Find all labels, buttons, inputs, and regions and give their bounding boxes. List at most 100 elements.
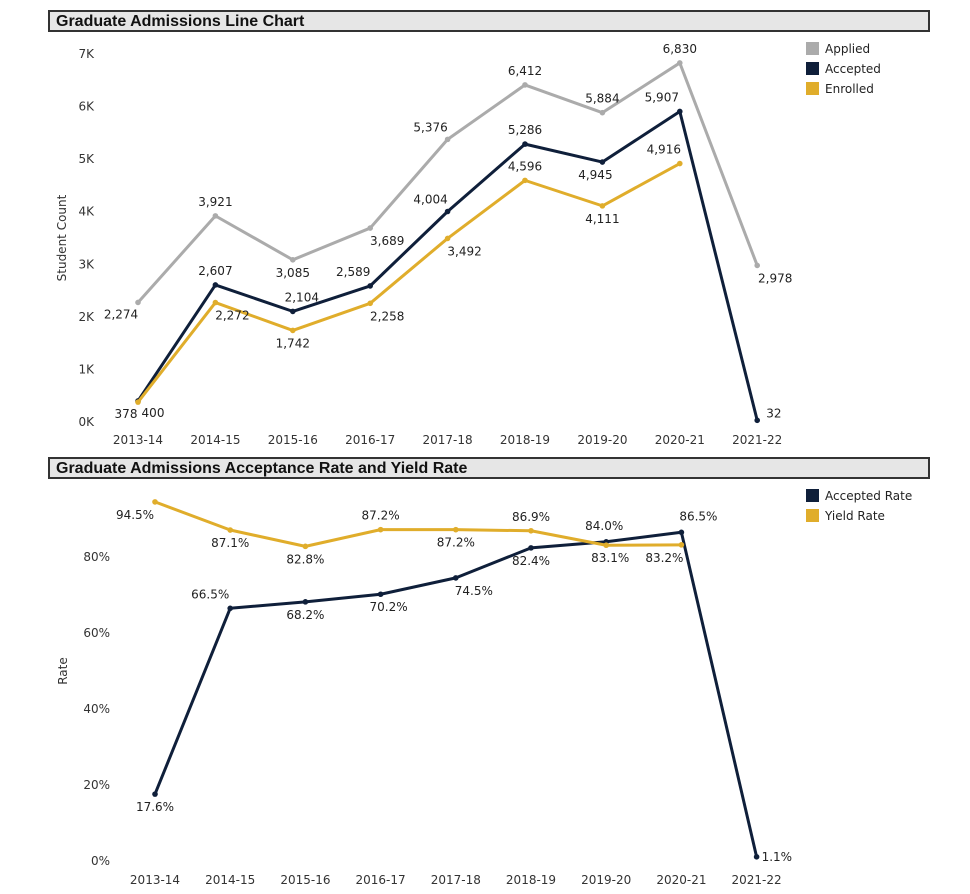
x-tick-label: 2020-21: [656, 873, 706, 887]
data-label: 32: [766, 406, 781, 420]
data-point: [677, 160, 683, 167]
data-point: [528, 527, 534, 534]
x-tick-label: 2018-19: [500, 433, 550, 447]
x-tick-label: 2021-22: [732, 873, 782, 887]
x-tick-label: 2019-20: [581, 873, 631, 887]
data-point: [678, 542, 685, 548]
data-point: [444, 208, 451, 215]
data-point: [290, 308, 296, 315]
data-label: 4,004: [413, 193, 447, 207]
data-point: [599, 159, 606, 165]
series-line-accepted-rate: [153, 530, 759, 858]
x-tick-label: 2015-16: [280, 873, 330, 887]
x-tick-label: 2013-14: [130, 873, 180, 887]
legend-label: Enrolled: [825, 82, 874, 96]
legend-label: Accepted: [825, 62, 881, 76]
data-label: 2,607: [198, 264, 232, 278]
data-point: [227, 605, 233, 612]
data-label: 5,376: [413, 120, 447, 134]
data-point: [135, 299, 141, 306]
data-point: [599, 203, 606, 209]
y-tick-label: 20%: [83, 778, 110, 792]
data-point: [212, 213, 219, 219]
data-label: 83.1%: [591, 551, 629, 565]
data-point: [603, 542, 609, 549]
data-label: 400: [142, 406, 165, 420]
data-label: 87.1%: [211, 536, 249, 550]
data-label: 87.2%: [362, 509, 400, 523]
x-tick-label: 2020-21: [655, 433, 705, 447]
y-tick-label: 40%: [83, 702, 110, 716]
data-label: 1.1%: [762, 850, 793, 864]
x-tick-label: 2014-15: [190, 433, 240, 447]
chart-2-title: Graduate Admissions Acceptance Rate and …: [48, 457, 930, 479]
data-point: [290, 257, 296, 263]
legend-swatch: [806, 42, 819, 55]
data-point: [677, 108, 683, 115]
y-tick-label: 4K: [78, 205, 95, 219]
legend-swatch: [806, 62, 819, 75]
data-point: [453, 575, 459, 581]
x-tick-label: 2018-19: [506, 873, 556, 887]
data-label: 3,492: [447, 244, 481, 258]
data-point: [444, 235, 451, 242]
data-label: 4,916: [647, 143, 681, 157]
data-label: 378: [115, 407, 138, 421]
data-label: 74.5%: [455, 584, 493, 598]
data-point: [753, 854, 760, 860]
data-point: [754, 262, 760, 269]
data-point: [453, 526, 459, 533]
data-point: [367, 225, 374, 231]
admissions-line-chart: 0K 1K 2K 3K 4K 5K 6K 7K Student Count 2013-14 2014…: [55, 42, 881, 447]
data-label: 5,907: [645, 90, 679, 104]
data-label: 82.4%: [512, 554, 550, 568]
data-label: 2,274: [104, 307, 138, 321]
y-tick-label: 0K: [78, 415, 95, 429]
y-tick-label: 2K: [78, 310, 95, 324]
data-label: 17.6%: [136, 800, 174, 814]
data-label: 2,978: [758, 271, 792, 285]
data-point: [522, 82, 528, 88]
x-tick-label: 2017-18: [431, 873, 481, 887]
data-label: 6,412: [508, 64, 542, 78]
data-point: [227, 527, 233, 533]
x-tick-label: 2014-15: [205, 873, 255, 887]
data-label: 5,286: [508, 123, 542, 137]
data-label: 82.8%: [286, 552, 324, 566]
y-tick-label: 5K: [78, 152, 95, 166]
data-point: [367, 300, 374, 307]
data-label: 4,111: [585, 212, 619, 226]
legend-swatch: [806, 489, 819, 502]
data-label: 70.2%: [370, 600, 408, 614]
data-point: [678, 529, 685, 536]
data-label: 66.5%: [191, 587, 229, 601]
data-label: 3,085: [276, 266, 310, 280]
x-tick-label: 2015-16: [268, 433, 318, 447]
data-point: [290, 327, 296, 334]
x-tick-label: 2016-17: [356, 873, 406, 887]
data-point: [152, 791, 158, 797]
data-point: [135, 399, 141, 405]
legend-label: Yield Rate: [824, 509, 885, 523]
data-point: [212, 299, 219, 306]
x-tick-label: 2017-18: [423, 433, 473, 447]
data-point: [302, 599, 309, 605]
data-label: 4,945: [578, 168, 612, 182]
legend-swatch: [806, 82, 819, 95]
y-tick-label: 7K: [78, 47, 95, 61]
data-label: 94.5%: [116, 508, 154, 522]
y-tick-label: 80%: [83, 550, 110, 564]
data-point: [677, 60, 683, 66]
data-point: [302, 543, 309, 550]
x-tick-label: 2013-14: [113, 433, 163, 447]
y-tick-label: 1K: [78, 362, 95, 376]
data-label: 86.5%: [679, 509, 717, 523]
y-axis-title: Rate: [56, 657, 70, 685]
data-point: [599, 109, 606, 116]
y-tick-label: 0%: [91, 854, 110, 868]
data-label: 2,272: [215, 309, 249, 323]
data-label: 4,596: [508, 159, 542, 173]
chart-1-title: Graduate Admissions Line Chart: [48, 10, 930, 32]
data-point: [754, 417, 760, 424]
data-label: 68.2%: [286, 608, 324, 622]
